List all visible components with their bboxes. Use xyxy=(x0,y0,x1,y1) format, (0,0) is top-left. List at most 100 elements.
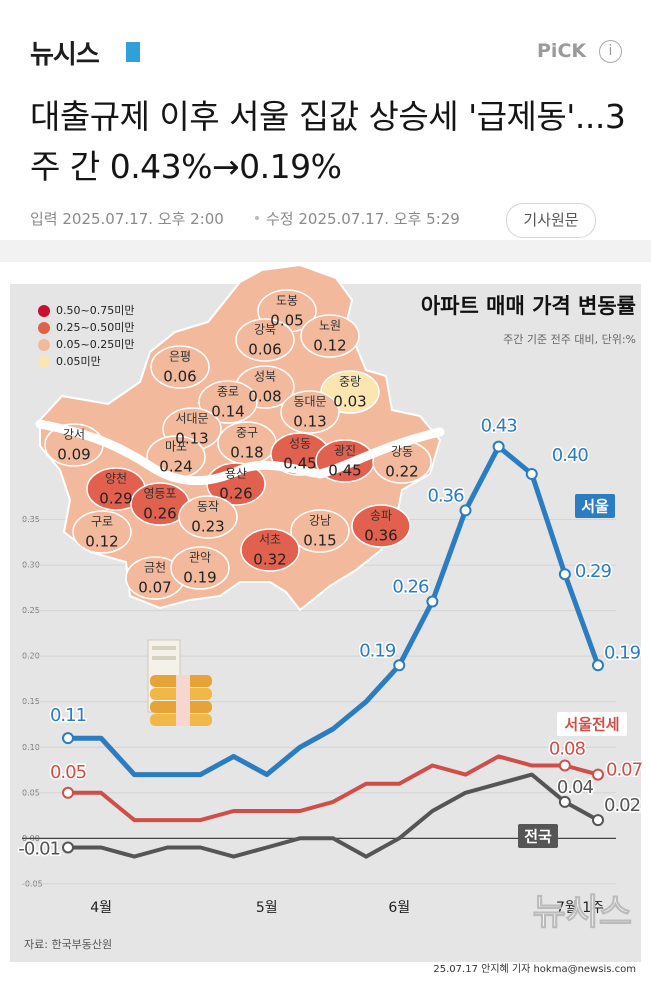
original-article-button[interactable]: 기사원문 xyxy=(506,203,596,238)
info-button[interactable]: i xyxy=(599,40,622,63)
series-line xyxy=(68,444,601,778)
point-marker xyxy=(592,659,604,672)
district-name: 강동 xyxy=(391,445,413,459)
point-marker xyxy=(558,568,571,581)
district-value: 0.06 xyxy=(248,341,281,359)
district-value: 0.12 xyxy=(313,337,346,355)
data-label: 0.08 xyxy=(549,738,586,759)
series-tag xyxy=(575,494,615,518)
x-tick-label: 4월 xyxy=(90,900,112,916)
data-label: 0.40 xyxy=(552,445,589,466)
district-value: 0.26 xyxy=(143,505,176,523)
point-marker xyxy=(592,768,604,781)
building-icon xyxy=(147,639,212,726)
district-name: 종로 xyxy=(217,385,239,399)
district-value: 0.15 xyxy=(303,532,336,550)
watermark: 뉴시스 xyxy=(533,892,632,933)
point-marker xyxy=(62,786,74,799)
pick-badge[interactable]: PiCK xyxy=(537,40,587,62)
legend-swatch xyxy=(38,356,50,368)
modified-time: 수정 2025.07.17. 오후 5:29 xyxy=(266,210,460,228)
district-value: 0.45 xyxy=(328,462,361,480)
district-value: 0.32 xyxy=(253,551,286,569)
published-time: 입력 2025.07.17. 오후 2:00 xyxy=(30,210,224,228)
data-label: 0.19 xyxy=(604,642,641,663)
data-label: 0.02 xyxy=(604,795,640,816)
chart-title: 아파트 매매 가격 변동률 xyxy=(421,294,636,318)
data-label: 0.43 xyxy=(481,416,518,437)
logo-mark xyxy=(126,42,140,62)
data-label: 0.11 xyxy=(50,705,86,726)
district-name: 강남 xyxy=(309,514,331,528)
legend-label: 0.05~0.25미만 xyxy=(56,338,134,351)
credit-strip xyxy=(10,962,641,983)
district-value: 0.12 xyxy=(85,533,118,551)
point-marker xyxy=(62,732,74,745)
data-label: 0.29 xyxy=(575,561,612,582)
series-tag xyxy=(557,712,627,736)
series-line xyxy=(68,754,599,823)
data-label: 0.26 xyxy=(392,577,429,598)
district-value: 0.45 xyxy=(283,455,316,473)
point-marker xyxy=(393,659,406,672)
district-value: 0.24 xyxy=(159,458,192,476)
credit: 25.07.17 안지혜 기자 hokma@newsis.com xyxy=(433,963,636,975)
legend-label: 0.05미만 xyxy=(56,355,101,368)
district-value: 0.07 xyxy=(138,579,171,597)
series-tag xyxy=(518,824,558,848)
district-name: 영등포 xyxy=(143,487,176,501)
district-value: 0.18 xyxy=(230,444,263,462)
district-value: 0.13 xyxy=(175,430,208,448)
district-name: 용산 xyxy=(225,467,247,481)
data-label: 0.36 xyxy=(427,485,464,506)
article-title: 대출규제 이후 서울 집값 상승세 '급제동'...3주 간 0.43%→0.1… xyxy=(30,97,626,186)
district-name: 서대문 xyxy=(175,412,208,426)
district-labels: 도봉 0.05 노원 0.12 강북 0.06 은평 0.06 성북 0.08 종로 0.14 중랑 0.… xyxy=(57,294,418,597)
point-marker xyxy=(558,759,571,772)
district-name: 구로 xyxy=(91,515,113,529)
legend-label: 서울 xyxy=(581,498,609,516)
district-area xyxy=(300,314,360,358)
district-name: 중랑 xyxy=(339,375,361,389)
district-name: 금천 xyxy=(144,560,166,575)
district-value: 0.13 xyxy=(293,413,326,431)
district-area xyxy=(198,380,258,424)
legend-swatch xyxy=(38,305,50,317)
data-label: 0.07 xyxy=(606,760,642,781)
district-name: 관악 xyxy=(189,551,211,565)
district-area xyxy=(235,318,295,362)
district-value: 0.23 xyxy=(191,518,224,536)
point-marker xyxy=(592,814,604,827)
infographic: -0.050.000.050.100.150.200.250.300.35 0.… xyxy=(10,263,645,983)
district-name: 동대문 xyxy=(293,395,326,409)
district-name: 강북 xyxy=(254,323,276,337)
separator-dot xyxy=(255,216,259,220)
series-line xyxy=(68,772,599,859)
legend-swatch xyxy=(38,339,50,351)
data-label: 0.04 xyxy=(557,777,594,798)
district-area xyxy=(280,390,340,434)
point-marker xyxy=(426,595,439,608)
logo[interactable]: 뉴시스 xyxy=(30,40,100,70)
line-chart: 4월 5월 6월 7월 1주 0.11 0.19 0.26 0.36 0.43 0.40 0.29 0… xyxy=(17,414,645,916)
district-name: 동작 xyxy=(197,500,219,514)
district-area xyxy=(150,345,210,389)
district-area xyxy=(170,546,230,590)
district-value: 0.36 xyxy=(364,527,397,545)
legend-label: 전국 xyxy=(524,828,552,846)
point-marker xyxy=(525,468,538,480)
point-marker xyxy=(62,841,74,854)
district-area xyxy=(290,509,350,553)
point-marker xyxy=(492,440,505,453)
district-name: 성북 xyxy=(254,370,276,384)
section-separator xyxy=(0,240,651,262)
legend-label: 서울전세 xyxy=(564,716,619,734)
district-value: 0.09 xyxy=(57,446,90,464)
district-area xyxy=(72,510,132,554)
point-marker xyxy=(459,504,472,517)
source: 자료: 한국부동산원 xyxy=(24,938,112,951)
data-label: 0.05 xyxy=(50,762,86,783)
legend-label: 0.50~0.75미만 xyxy=(56,304,134,317)
district-name: 중구 xyxy=(236,426,258,440)
han-river xyxy=(35,419,445,486)
